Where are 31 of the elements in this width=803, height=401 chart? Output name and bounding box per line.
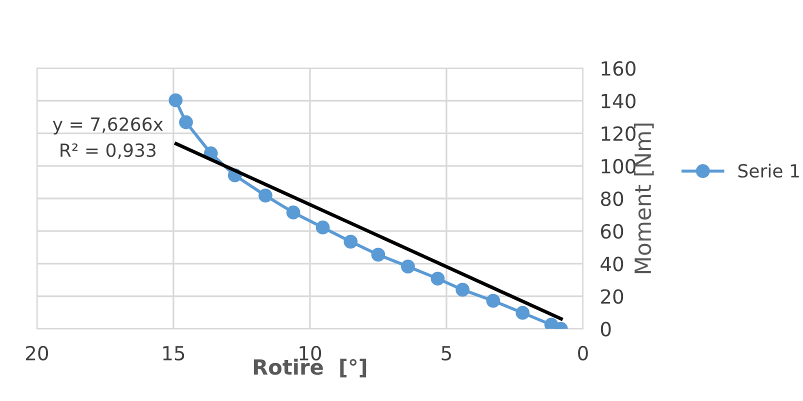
x-tick-label: 10: [300, 346, 322, 361]
x-tick-label: 0: [578, 346, 588, 361]
annotation: R² = 0,933: [60, 143, 156, 159]
y-tick-label: 60: [601, 224, 624, 239]
point: [258, 188, 272, 203]
y-tick-label: 120: [602, 126, 636, 141]
annotation: y = 7,6266x: [52, 117, 163, 134]
x-tick-label: 15: [163, 346, 184, 361]
point: [168, 93, 183, 108]
x-tick-label: 5: [442, 346, 451, 361]
point: [179, 115, 193, 130]
y-tick-label: 100: [602, 158, 636, 174]
point: [430, 272, 445, 286]
legend-label: Serie 1: [738, 164, 799, 178]
point: [486, 294, 500, 308]
y-tick-label: 40: [600, 256, 624, 272]
y-tick-label: 0: [600, 322, 611, 336]
point: [456, 282, 470, 297]
x-tick-label: 20: [26, 346, 48, 361]
point: [516, 306, 530, 320]
point: [316, 220, 330, 234]
point: [286, 206, 300, 220]
point: [344, 234, 358, 249]
y-tick-label: 160: [602, 61, 636, 76]
point: [401, 260, 415, 274]
y-axis-title: Moment [Nm]: [634, 124, 654, 274]
x-axis-title: Rotire [°]: [254, 358, 366, 378]
y-tick-label: 80: [600, 191, 624, 206]
y-tick-label: 140: [602, 94, 636, 108]
point: [371, 248, 386, 262]
y-tick-label: 20: [601, 289, 624, 304]
